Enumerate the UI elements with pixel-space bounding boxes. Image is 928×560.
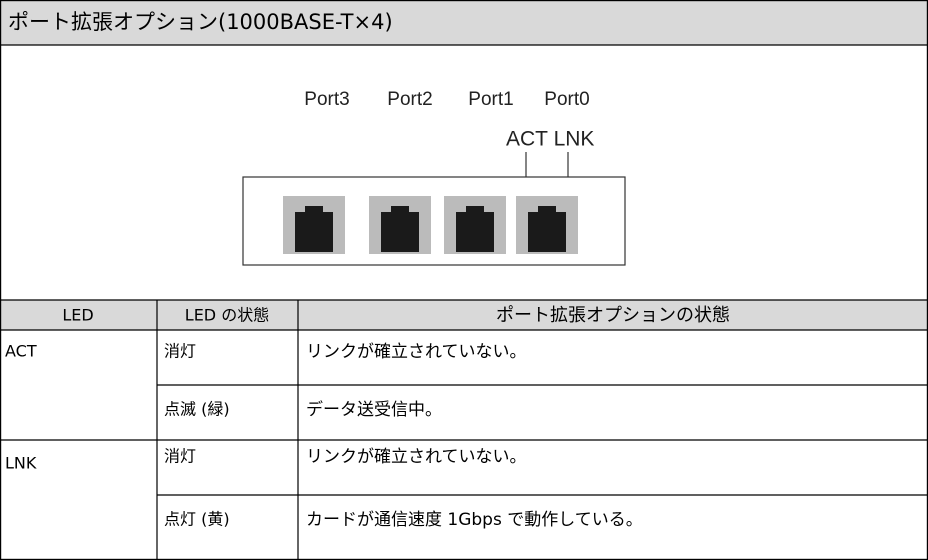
jacks <box>283 196 578 254</box>
title: ポート拡張オプション(1000BASE-T×4) <box>8 10 393 34</box>
state-description: カードが通信速度 1Gbps で動作している。 <box>306 510 643 530</box>
port-label: Port0 <box>544 89 589 110</box>
led-label: ACT <box>506 128 548 151</box>
column-header: LED <box>62 306 93 325</box>
port-label: Port3 <box>304 89 349 110</box>
led-state: 消灯 <box>164 342 196 361</box>
led-state: 点滅 (緑) <box>164 400 230 419</box>
port-label: Port1 <box>468 89 513 110</box>
column-header: LED の状態 <box>185 306 269 325</box>
column-header: ポート拡張オプションの状態 <box>496 305 730 326</box>
table-header-bg <box>0 300 928 330</box>
state-description: リンクが確立されていない。 <box>306 342 527 362</box>
jack-hole <box>295 206 333 252</box>
led-label: LNK <box>554 128 595 151</box>
port-diagram: Port3 Port2 Port1 Port0 ACT LNK <box>242 89 626 266</box>
state-description: リンクが確立されていない。 <box>306 447 527 467</box>
led-name: LNK <box>5 454 37 473</box>
state-description: データ送受信中。 <box>306 399 442 420</box>
title-bar <box>0 0 928 45</box>
jack-hole <box>381 206 419 252</box>
led-name: ACT <box>5 342 37 361</box>
port-label: Port2 <box>387 89 432 110</box>
led-state: 点灯 (黄) <box>164 510 230 529</box>
jack-hole <box>456 206 494 252</box>
jack-hole <box>528 206 566 252</box>
led-state: 消灯 <box>164 447 196 466</box>
